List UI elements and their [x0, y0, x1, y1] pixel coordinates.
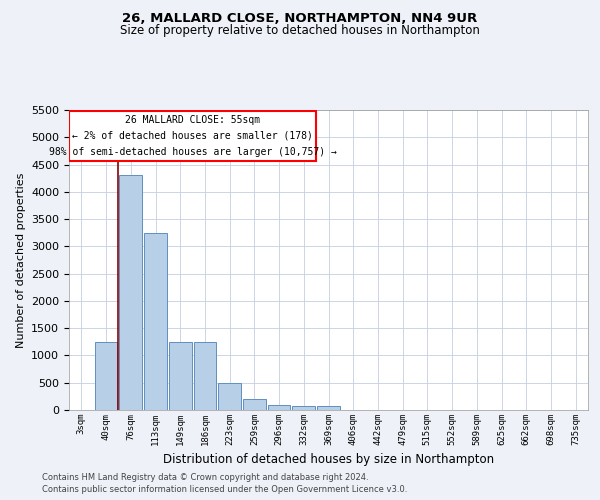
Text: Contains HM Land Registry data © Crown copyright and database right 2024.: Contains HM Land Registry data © Crown c… — [42, 472, 368, 482]
Bar — [317, 406, 340, 410]
Bar — [95, 342, 118, 410]
Bar — [119, 176, 142, 410]
Bar — [194, 342, 216, 410]
X-axis label: Distribution of detached houses by size in Northampton: Distribution of detached houses by size … — [163, 454, 494, 466]
Text: Contains public sector information licensed under the Open Government Licence v3: Contains public sector information licen… — [42, 485, 407, 494]
Bar — [218, 382, 241, 410]
Bar — [268, 404, 290, 410]
Bar — [169, 342, 191, 410]
Text: 26, MALLARD CLOSE, NORTHAMPTON, NN4 9UR: 26, MALLARD CLOSE, NORTHAMPTON, NN4 9UR — [122, 12, 478, 26]
Bar — [243, 399, 266, 410]
Text: Size of property relative to detached houses in Northampton: Size of property relative to detached ho… — [120, 24, 480, 37]
Bar — [292, 406, 315, 410]
Bar — [144, 232, 167, 410]
Text: 26 MALLARD CLOSE: 55sqm
← 2% of detached houses are smaller (178)
98% of semi-de: 26 MALLARD CLOSE: 55sqm ← 2% of detached… — [49, 116, 337, 156]
Y-axis label: Number of detached properties: Number of detached properties — [16, 172, 26, 348]
Bar — [70, 110, 316, 162]
